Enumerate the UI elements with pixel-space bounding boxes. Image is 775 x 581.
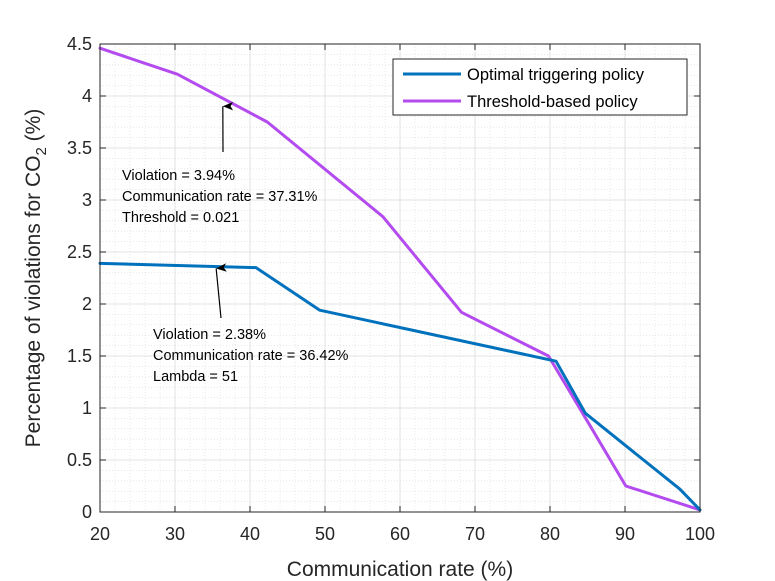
- x-axis-label: Communication rate (%): [287, 558, 513, 581]
- legend-box: [392, 58, 688, 116]
- series-layer: [98, 46, 702, 512]
- annotation-text: Violation = 3.94%: [122, 168, 235, 184]
- annotation-text: Communication rate = 37.31%: [122, 189, 318, 205]
- y-axis-label-prefix: Percentage of violations for CO: [22, 156, 45, 448]
- annotation-text: Threshold = 0.021: [122, 210, 239, 226]
- x-tick-label: 80: [540, 524, 560, 544]
- x-tick-label: 30: [165, 524, 185, 544]
- y-axis-label: Percentage of violations for CO2 (%): [22, 109, 50, 448]
- x-tick-label: 60: [390, 524, 410, 544]
- y-axis-label-subscript: 2: [33, 147, 50, 155]
- annotation-layer: Violation = 3.94% Communication rate = 37…: [122, 101, 349, 385]
- annotation-arrow: [215, 263, 227, 319]
- y-tick-label: 0.5: [67, 450, 92, 470]
- y-tick-label: 2.5: [67, 242, 92, 262]
- annotation-text: Violation = 2.38%: [153, 327, 266, 343]
- y-axis-label-suffix: (%): [22, 109, 45, 148]
- series-line-optimal: [98, 261, 702, 512]
- x-tick-label: 20: [90, 524, 110, 544]
- y-tick-labels: 0 0.5 1 1.5 2 2.5 3 3.5 4 4.5: [67, 34, 92, 522]
- series-line-threshold: [98, 46, 702, 512]
- annotation-text: Communication rate = 36.42%: [153, 348, 349, 364]
- legend: Optimal triggering policy Threshold-base…: [392, 58, 688, 116]
- annotation-text: Lambda = 51: [153, 369, 238, 385]
- y-tick-label: 2: [82, 294, 92, 314]
- x-tick-label: 70: [465, 524, 485, 544]
- y-tick-label: 4: [82, 86, 92, 106]
- legend-label-threshold: Threshold-based policy: [467, 93, 638, 111]
- x-tick-label: 90: [615, 524, 635, 544]
- y-tick-label: 1: [82, 398, 92, 418]
- legend-label-optimal: Optimal triggering policy: [467, 66, 645, 84]
- y-tick-label: 3: [82, 190, 92, 210]
- x-tick-label: 100: [685, 524, 715, 544]
- x-tick-labels: 20 30 40 50 60 70 80 90 100: [90, 524, 715, 544]
- y-tick-label: 4.5: [67, 34, 92, 54]
- y-tick-label: 3.5: [67, 138, 92, 158]
- y-tick-label: 1.5: [67, 346, 92, 366]
- x-tick-label: 40: [240, 524, 260, 544]
- y-tick-label: 0: [82, 502, 92, 522]
- x-tick-label: 50: [315, 524, 335, 544]
- ticks: [99, 43, 701, 513]
